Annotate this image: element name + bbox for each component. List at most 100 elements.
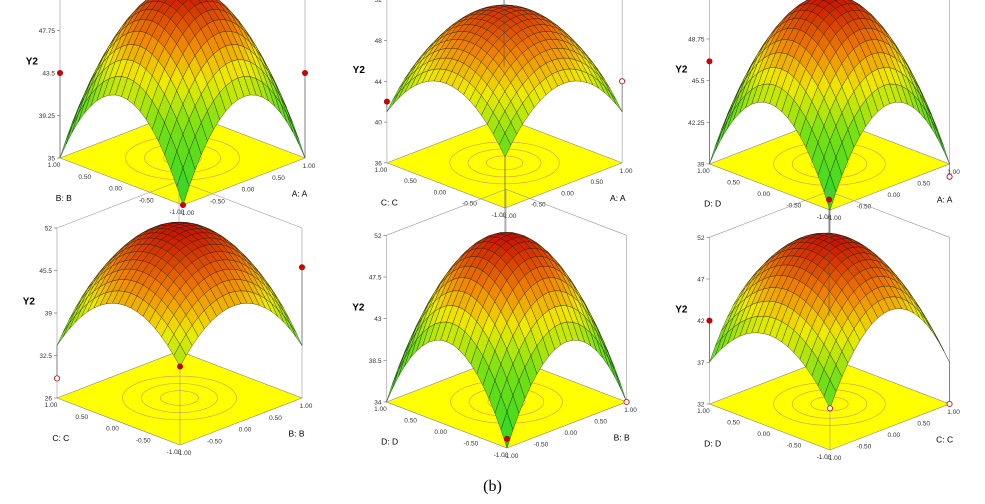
y-axis: -1.00 -0.50 0.00 0.50 1.00 [374, 406, 509, 459]
x-tick-label: -1.00 [827, 455, 842, 462]
x-tick-label: -1.00 [504, 453, 519, 460]
x-tick-label: 1.00 [624, 407, 637, 414]
design-point [623, 398, 630, 405]
z-axis: 34 38.5 43 47.5 52 [369, 233, 387, 406]
surface-cell [386, 370, 399, 403]
x-axis-label: C: C [936, 434, 953, 444]
z-axis-label: Y2 [26, 57, 39, 68]
x-axis: -1.00 -0.50 0.00 0.50 1.00 [504, 407, 638, 460]
y-tick-label: -1.00 [494, 452, 509, 459]
surface-mesh [386, 232, 627, 449]
surface-cell [715, 120, 728, 151]
x-axis: -1.00 -0.50 0.00 0.50 1.00 [502, 168, 633, 220]
surface-cell [498, 132, 512, 158]
x-tick-label: 0.50 [594, 418, 607, 425]
surface-panel-5: 34 38.5 43 47.5 52 Y2 -1.00 -0.50 0.00 0.50 1.00 B:… [352, 188, 638, 460]
design-point [946, 400, 953, 407]
x-tick-label: 1.00 [620, 168, 633, 175]
surface-cell [823, 379, 837, 409]
z-tick-label: 45.5 [39, 268, 52, 275]
box-edge [505, 188, 627, 236]
z-tick-label: 52 [45, 226, 53, 233]
surface-cell [292, 125, 306, 159]
surface-cell [59, 125, 73, 159]
design-point [826, 196, 833, 203]
y-tick-label: 0.00 [106, 426, 119, 433]
z-axis: 36 40 44 48 52 [375, 0, 387, 167]
floor-contour [773, 382, 886, 426]
z-tick-label: 36 [375, 160, 383, 167]
floor-contour [467, 148, 542, 178]
x-axis: -1.00 -0.50 0.00 0.50 1.00 [177, 403, 313, 457]
z-axis-label: Y2 [353, 65, 366, 76]
surface-panel-1: 3539.2543.547.7552Y2-1.00-0.500.000.501.… [26, 0, 316, 217]
design-point [301, 70, 308, 77]
x-tick-label: -0.50 [531, 202, 546, 209]
y-tick-label: 0.50 [78, 174, 91, 181]
z-tick-label: 39 [45, 311, 53, 318]
y-axis-label: B: B [56, 193, 72, 203]
design-point [298, 264, 305, 271]
design-point [57, 70, 64, 77]
z-tick-label: 37 [697, 360, 705, 367]
z-tick-label: 34 [374, 399, 382, 406]
x-tick-label: 0.50 [917, 180, 930, 187]
z-tick-label: 47.5 [369, 274, 382, 281]
x-tick-label: -0.50 [207, 438, 222, 445]
x-tick-label: -1.00 [177, 450, 192, 457]
x-tick-label: -0.50 [533, 441, 548, 448]
design-point [619, 78, 626, 85]
surface-cell [919, 311, 932, 332]
y-tick-label: -1.00 [492, 212, 507, 219]
z-tick-label: 26 [45, 396, 53, 403]
x-tick-label: 1.00 [303, 163, 316, 170]
y-tick-label: -1.00 [167, 449, 182, 456]
x-axis-label: B: B [614, 432, 630, 442]
y-tick-label: 0.00 [434, 189, 447, 196]
z-axis-label: Y2 [23, 297, 36, 308]
y-tick-label: -0.50 [786, 442, 801, 449]
z-axis-label: Y2 [675, 304, 688, 315]
z-tick-label: 45.5 [692, 78, 705, 85]
y-tick-label: -1.00 [817, 454, 832, 461]
z-tick-label: 32 [697, 401, 705, 408]
z-tick-label: 39 [697, 161, 705, 168]
z-tick-label: 42 [697, 318, 705, 325]
y-tick-label: 1.00 [48, 162, 61, 169]
y-axis-label: D: D [381, 437, 398, 447]
x-axis: -1.00 -0.50 0.00 0.50 1.00 [827, 409, 961, 462]
x-tick-label: 0.50 [269, 415, 282, 422]
y-tick-label: -1.00 [817, 214, 832, 221]
y-tick-label: -0.50 [462, 201, 477, 208]
x-tick-label: 0.00 [887, 432, 900, 439]
y-tick-label: 1.00 [697, 168, 710, 175]
surface-cell [289, 323, 303, 346]
x-tick-label: 1.00 [947, 409, 960, 416]
surface-panel-4: 26 32.5 39 45.5 52 Y2 -1.00 -0.50 0.00 0.50 1.00 B:… [23, 180, 313, 457]
x-tick-label: 0.50 [591, 179, 604, 186]
x-tick-label: -1.00 [827, 215, 842, 222]
box-edge [178, 180, 303, 229]
surface-cell [610, 92, 623, 112]
z-tick-label: 48.75 [688, 36, 705, 43]
surface-cell [173, 344, 187, 367]
z-axis-label: Y2 [675, 64, 688, 75]
y-tick-label: -0.50 [136, 437, 151, 444]
x-axis-label: A: A [937, 194, 953, 204]
z-tick-label: 47 [697, 276, 705, 283]
floor-contour [791, 389, 868, 419]
z-tick-label: 43 [374, 316, 382, 323]
design-point [503, 435, 510, 442]
surface-mesh [386, 4, 623, 158]
design-point [179, 201, 186, 208]
surface-cell [709, 132, 722, 165]
y-axis: -1.00 -0.50 0.00 0.50 1.00 [45, 402, 182, 456]
floor-contour [449, 141, 560, 185]
surface-cell [56, 323, 70, 346]
x-axis: -1.00 -0.50 0.00 0.50 1.00 [827, 169, 961, 222]
surface-cell [931, 120, 944, 151]
